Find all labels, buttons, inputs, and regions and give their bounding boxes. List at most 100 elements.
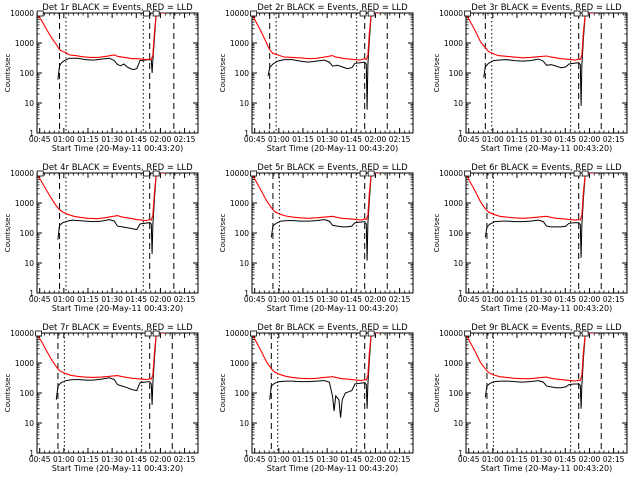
x-tick-label: 01:00	[268, 455, 290, 464]
y-tick-label: 1000	[444, 39, 463, 48]
data-series-group	[252, 333, 381, 418]
x-tick-label: 02:00	[150, 455, 172, 464]
y-tick-label: 10	[239, 419, 249, 428]
x-tick-label: 00:45	[244, 135, 266, 144]
chart-panel-2: Det 2r BLACK = Events, RED = LLD 1 10 100 10…	[219, 3, 414, 153]
y-tick-label: 10000	[225, 329, 249, 338]
x-tick-label: 00:45	[244, 455, 266, 464]
top-edge-marker	[367, 10, 375, 17]
x-tick-label: 02:15	[174, 135, 196, 144]
y-tick-label: 100	[449, 389, 464, 398]
y-tick-label: 10	[24, 99, 34, 108]
x-tick-label: 01:15	[506, 295, 528, 304]
y-axis-label: Counts/sec	[433, 214, 441, 253]
x-tick-label: 01:00	[268, 295, 290, 304]
y-tick-label: 1	[458, 289, 463, 298]
lld-line	[466, 333, 595, 382]
events-line	[57, 13, 166, 80]
y-tick-label: 10	[453, 99, 463, 108]
x-tick-label: 00:45	[458, 135, 480, 144]
data-series-group	[466, 13, 595, 106]
top-edge-marker	[464, 330, 472, 337]
y-tick-label: 10	[453, 259, 463, 268]
panel-title: Det 4r BLACK = Events, RED = LLD	[42, 163, 193, 173]
y-tick-label: 1000	[444, 199, 463, 208]
x-tick-label: 02:15	[174, 295, 196, 304]
y-tick-label: 1	[29, 449, 34, 458]
panel-title: Det 2r BLACK = Events, RED = LLD	[257, 3, 408, 13]
y-axis-label: Counts/sec	[4, 214, 12, 253]
x-tick-label: 01:15	[292, 295, 314, 304]
top-edge-marker	[152, 330, 160, 337]
events-line	[270, 173, 381, 261]
y-tick-label: 1	[458, 129, 463, 138]
data-series-group	[37, 173, 166, 255]
x-tick-label: 00:45	[29, 295, 51, 304]
panel-title: Det 3r BLACK = Events, RED = LLD	[471, 3, 622, 13]
vertical-markers	[270, 333, 388, 453]
top-edge-marker	[152, 10, 160, 17]
chart-panel-8: Det 8r BLACK = Events, RED = LLD 1 10 100 10…	[219, 323, 414, 473]
x-tick-label: 01:45	[125, 295, 147, 304]
y-tick-label: 10	[24, 259, 34, 268]
lld-line	[252, 173, 381, 221]
events-line	[55, 333, 166, 405]
x-tick-label: 02:15	[389, 295, 411, 304]
top-edge-marker	[573, 330, 581, 337]
x-tick-label: 01:15	[506, 455, 528, 464]
x-axis-label: Start Time (20-May-11 00:43:20)	[481, 304, 612, 313]
x-axis-label: Start Time (20-May-11 00:43:20)	[481, 464, 612, 473]
x-tick-label: 01:00	[482, 135, 504, 144]
x-tick-label: 00:45	[244, 295, 266, 304]
y-tick-label: 1000	[15, 359, 34, 368]
top-edge-marker	[250, 330, 258, 337]
y-tick-label: 1000	[230, 199, 249, 208]
x-tick-label: 01:30	[530, 295, 552, 304]
panel-grid: Det 1r BLACK = Events, RED = LLD11010010…	[4, 3, 628, 473]
y-tick-label: 1	[244, 289, 249, 298]
y-tick-label: 10000	[225, 169, 249, 178]
x-tick-label: 01:15	[292, 135, 314, 144]
x-tick-label: 02:00	[579, 455, 601, 464]
chart-panel-7: Det 7r BLACK = Events, RED = LLD 1 10 100 10…	[4, 323, 199, 473]
x-tick-label: 01:45	[125, 135, 147, 144]
top-edge-marker	[581, 170, 589, 177]
y-tick-label: 10	[24, 419, 34, 428]
x-tick-label: 01:30	[101, 455, 123, 464]
y-axis-label: Counts/sec	[219, 214, 227, 253]
vertical-markers	[269, 13, 388, 133]
top-edge-marker	[367, 330, 375, 337]
x-tick-label: 01:30	[530, 455, 552, 464]
x-tick-label: 01:30	[530, 135, 552, 144]
x-axis-label: Start Time (20-May-11 00:43:20)	[267, 144, 398, 153]
lld-line	[466, 13, 595, 61]
y-tick-label: 1000	[230, 359, 249, 368]
top-edge-marker	[143, 170, 150, 177]
y-tick-label: 100	[235, 389, 250, 398]
x-tick-label: 02:15	[174, 455, 196, 464]
x-tick-label: 02:00	[150, 135, 172, 144]
y-tick-label: 10000	[439, 329, 463, 338]
y-tick-label: 10000	[439, 169, 463, 178]
x-tick-label: 00:45	[29, 455, 51, 464]
events-line	[483, 13, 595, 106]
vertical-markers	[272, 173, 388, 293]
data-series-group	[466, 333, 595, 409]
chart-panel-5: Det 5r BLACK = Events, RED = LLD 1 10 100 10…	[219, 163, 414, 313]
x-tick-label: 02:00	[365, 455, 387, 464]
x-tick-label: 01:00	[53, 135, 75, 144]
y-tick-label: 1000	[230, 39, 249, 48]
y-axis-label: Counts/sec	[219, 374, 227, 413]
lld-line	[466, 173, 595, 221]
x-tick-label: 01:30	[101, 295, 123, 304]
x-axis-label: Start Time (20-May-11 00:43:20)	[52, 304, 183, 313]
x-tick-label: 00:45	[458, 455, 480, 464]
x-tick-label: 02:00	[150, 295, 172, 304]
panel-title: Det 6r BLACK = Events, RED = LLD	[471, 163, 622, 173]
vertical-markers	[57, 333, 173, 453]
vertical-markers	[484, 13, 602, 133]
lld-line	[252, 333, 381, 382]
y-axis-label: Counts/sec	[219, 54, 227, 93]
x-tick-label: 01:45	[125, 455, 147, 464]
